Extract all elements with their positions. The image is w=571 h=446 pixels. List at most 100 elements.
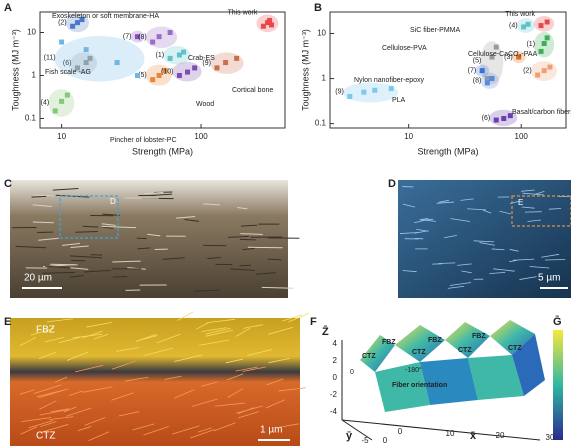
zone-label: CTZ [412, 349, 426, 356]
x-tick-label: 0 [398, 427, 403, 436]
group-blob [163, 46, 191, 64]
data-point [177, 73, 182, 78]
series-label: (7) [123, 34, 132, 41]
data-point [347, 94, 352, 99]
y-tick-label: 10 [317, 29, 326, 38]
texture-line [239, 265, 250, 266]
sem-image [10, 318, 300, 446]
data-point [157, 34, 162, 39]
y-tick-label: 1 [322, 74, 327, 83]
data-point [150, 40, 155, 45]
data-point [70, 24, 75, 29]
y-tick-label: 0.1 [25, 114, 37, 123]
x-tick-label: 20 [496, 431, 505, 440]
z-tick-label: 2 [333, 356, 338, 365]
annotation: Cortical bone [232, 87, 273, 94]
data-point [372, 88, 377, 93]
data-point [223, 60, 228, 65]
panel-letter: B [314, 2, 322, 14]
series-label: (2) [523, 68, 532, 75]
zone-label: FBZ [36, 325, 55, 336]
data-point [135, 73, 140, 78]
texture-line [194, 290, 219, 291]
group-blob [534, 16, 554, 32]
annotation: Fish scale -AG [45, 69, 91, 76]
data-point [389, 86, 394, 91]
data-point [59, 99, 64, 104]
data-point [168, 56, 173, 61]
data-point [150, 77, 155, 82]
data-point [168, 30, 173, 35]
series-label: (6) [482, 115, 491, 122]
y-tick-label: 0.1 [315, 119, 327, 128]
data-point [542, 41, 547, 46]
annotation: Cellulose-PVA [382, 45, 427, 52]
data-point [501, 116, 506, 121]
surface-plot [342, 320, 563, 440]
y-tick-label: -5 [361, 436, 369, 445]
texture-line [75, 232, 98, 233]
figure: A101000.1110Strength (MPa)Toughness (MJ … [0, 0, 571, 446]
data-point [489, 76, 494, 81]
annotation: 0 [350, 369, 354, 376]
zone-label: FBZ [428, 337, 442, 344]
annotation: SiC fiber-PMMA [410, 27, 461, 34]
annotation: Crab-ES [188, 55, 215, 62]
x-axis-label: Strength (MPa) [417, 146, 478, 156]
annotation: Cellulose-CaCO₃-PAA [468, 51, 538, 58]
y-tick-label: 1 [32, 71, 37, 80]
axis [342, 420, 540, 440]
series-label: (4) [41, 99, 50, 106]
annotation: Wood [196, 101, 214, 108]
series-label: (9) [335, 89, 344, 96]
annotation: PLA [392, 97, 406, 104]
annotation: Pincher of lobster-PC [110, 137, 177, 144]
series-label: (4) [509, 22, 518, 29]
annotation: -180° [405, 366, 422, 374]
data-point [485, 80, 490, 85]
zone-label: CTZ [362, 353, 376, 360]
zone-label: FBZ [472, 333, 486, 340]
data-point [494, 118, 499, 123]
y-axis-label: Toughness (MJ m⁻³) [10, 29, 20, 111]
colorbar [553, 330, 563, 440]
x-tick-label: 100 [194, 132, 208, 141]
data-point [526, 22, 531, 27]
data-point [267, 18, 272, 23]
texture-line [248, 247, 283, 248]
scale-label: 20 µm [24, 273, 52, 284]
panel-letter: F [310, 316, 317, 328]
z-tick-label: -4 [330, 407, 338, 416]
series-label: (1) [526, 41, 535, 48]
axis-label: Z̄ [322, 326, 329, 338]
data-point [480, 68, 485, 73]
inset-label: D [110, 197, 116, 206]
data-point [84, 47, 89, 52]
series-label: (8) [138, 34, 147, 41]
panel-letter: A [4, 2, 12, 14]
z-tick-label: -2 [330, 390, 338, 399]
data-point [521, 24, 526, 29]
panel-letter: C [4, 178, 12, 190]
data-point [547, 65, 552, 70]
series-label: (2) [58, 20, 67, 27]
zone-label: FBZ [382, 339, 396, 346]
x-tick-label: 30 [546, 433, 555, 442]
series-label: (8) [473, 78, 482, 85]
data-point [75, 20, 80, 25]
y-tick-label: 0 [383, 436, 388, 445]
texture-line [91, 255, 103, 256]
data-point [214, 65, 219, 70]
axis-label: x̄ [470, 430, 477, 442]
y-tick-label: 10 [27, 28, 36, 37]
zone-label: CTZ [508, 345, 522, 352]
data-point [535, 72, 540, 77]
texture-line [33, 222, 54, 223]
data-point [361, 90, 366, 95]
x-axis-label: Strength (MPa) [132, 146, 193, 156]
zone-label: CTZ [458, 347, 472, 354]
z-tick-label: 4 [333, 339, 338, 348]
z-tick-label: 0 [333, 373, 338, 382]
data-point [115, 60, 120, 65]
y-axis-label: Toughness (MJ m⁻³) [300, 29, 310, 111]
